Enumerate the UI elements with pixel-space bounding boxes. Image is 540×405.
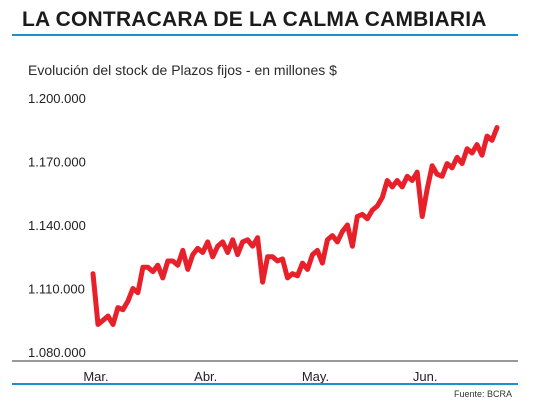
x-tick-label: Jun. <box>413 369 438 384</box>
y-tick-label: 1.110.000 <box>28 282 85 297</box>
y-tick-label: 1.080.000 <box>28 345 86 360</box>
series-line <box>90 125 500 327</box>
x-tick-label: Abr. <box>194 369 217 384</box>
x-tick-label: Mar. <box>83 369 108 384</box>
chart-subtitle: Evolución del stock de Plazos fijos - en… <box>28 62 337 78</box>
y-tick-label: 1.170.000 <box>28 155 86 170</box>
source-note: Fuente: BCRA <box>453 389 512 399</box>
chart-title: LA CONTRACARA DE LA CALMA CAMBIARIA <box>22 8 487 31</box>
y-tick-label: 1.200.000 <box>28 91 86 106</box>
y-tick-label: 1.140.000 <box>28 218 86 233</box>
bottom-rule <box>12 383 518 385</box>
x-tick-label: May. <box>302 369 329 384</box>
title-rule <box>12 34 518 36</box>
